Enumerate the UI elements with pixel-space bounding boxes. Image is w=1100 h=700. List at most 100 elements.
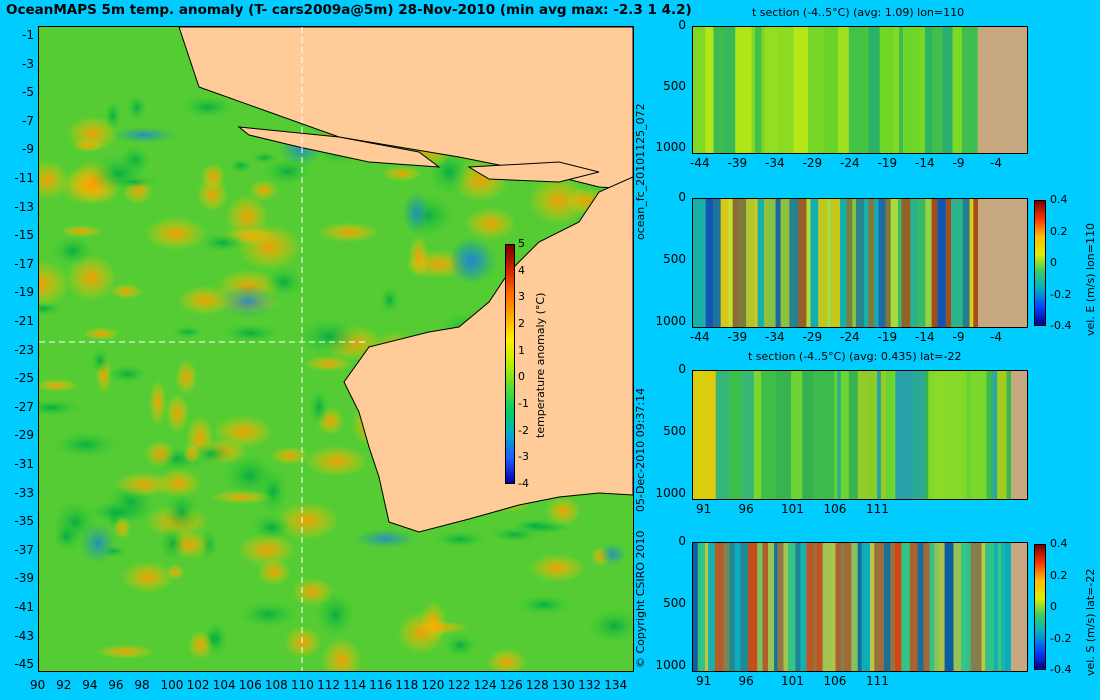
anomaly-eddy	[237, 600, 299, 628]
anomaly-eddy	[66, 254, 117, 302]
section-stripe	[753, 371, 762, 499]
anomaly-eddy	[39, 260, 70, 308]
section-stripe	[693, 371, 706, 499]
section-stripe	[774, 543, 778, 671]
temperature-colorbar-tick: -1	[518, 397, 529, 410]
section-stripe	[991, 371, 998, 499]
longitude-tick: 132	[578, 678, 601, 692]
anomaly-eddy	[159, 524, 186, 563]
longitude-tick: 94	[82, 678, 98, 692]
anomaly-eddy	[180, 95, 235, 119]
section-stripe	[693, 543, 698, 671]
section-stripe	[755, 27, 762, 153]
panel-y-tick: 1000	[655, 658, 686, 672]
latitude-tick: -9	[22, 142, 34, 157]
section-stripe	[942, 27, 953, 153]
section-stripe	[994, 543, 998, 671]
longitude-tick: 108	[264, 678, 288, 692]
section-stripe	[861, 543, 870, 671]
latitude-tick: -19	[14, 285, 34, 300]
section-stripe	[824, 27, 838, 153]
section-stripe	[1004, 543, 1011, 671]
section-stripe	[741, 371, 754, 499]
anomaly-eddy	[516, 594, 573, 615]
section-stripe	[869, 371, 878, 499]
anomaly-eddy	[149, 379, 167, 426]
latitude-tick: -21	[14, 314, 34, 328]
run-id-label: ocean_fc_20101125_072	[634, 103, 647, 240]
section-stripe	[855, 199, 865, 327]
anomaly-eddy	[60, 225, 103, 238]
section-stripe	[997, 371, 1007, 499]
latitude-tick: -11	[14, 171, 34, 185]
section-stripe	[732, 199, 739, 327]
section-stripe	[819, 371, 835, 499]
longitude-tick: 96	[108, 678, 124, 692]
section-stripe	[998, 543, 1002, 671]
longitude-tick: 118	[395, 678, 419, 692]
temperature-anomaly-map	[38, 26, 634, 672]
section-stripe	[846, 199, 853, 327]
anomaly-eddy	[108, 175, 160, 188]
section-stripe	[848, 27, 865, 153]
copyright-label: © Copyright CSIRO 2010	[634, 530, 647, 668]
section-stripe	[955, 199, 963, 327]
longitude-tick: 128	[525, 678, 549, 692]
panel-y-tick: 0	[678, 18, 686, 32]
section-stripe	[767, 199, 776, 327]
longitude-tick: 126	[499, 678, 523, 692]
section-stripe	[754, 199, 758, 327]
anomaly-eddy	[105, 364, 149, 384]
anomaly-eddy	[238, 533, 296, 567]
section-panel-1	[692, 26, 1028, 154]
panel-x-tick: 111	[866, 674, 889, 688]
panel-x-tick: 111	[866, 502, 889, 516]
section-stripe	[952, 27, 962, 153]
section-stripe	[874, 543, 881, 671]
panel-x-tick: -4	[990, 330, 1002, 344]
anomaly-eddy	[199, 233, 246, 253]
anomaly-eddy	[144, 216, 207, 251]
anomaly-eddy	[402, 190, 431, 235]
section-stripe	[740, 543, 749, 671]
longitude-tick: 120	[421, 678, 445, 692]
velocity-colorbar-tick: 0.4	[1050, 537, 1068, 550]
panel-x-tick: 106	[823, 502, 847, 516]
section-stripe	[802, 371, 814, 499]
anomaly-eddy	[121, 561, 175, 593]
latitude-tick: -17	[14, 256, 34, 271]
panel-y-tick: 0	[678, 190, 686, 204]
section-stripe	[808, 27, 825, 153]
section-stripe	[713, 199, 721, 327]
section-stripe	[806, 199, 811, 327]
anomaly-eddy	[89, 153, 148, 195]
section-stripe	[778, 27, 794, 153]
temperature-colorbar-tick: 4	[518, 263, 525, 277]
section-stripe	[775, 199, 781, 327]
latitude-tick: -1	[22, 28, 34, 42]
anomaly-eddy	[586, 608, 633, 644]
panel-x-tick: -29	[802, 156, 823, 170]
section-stripe	[929, 543, 935, 671]
anomaly-eddy	[39, 160, 69, 200]
longitude-tick: 106	[238, 678, 262, 692]
panel-x-tick: 96	[738, 502, 754, 516]
panel-x-tick: -9	[952, 330, 965, 344]
anomaly-eddy	[52, 520, 81, 553]
section-stripe	[931, 27, 943, 153]
latitude-tick: -15	[14, 228, 34, 243]
velocity-colorbar-tick: 0.2	[1050, 224, 1068, 238]
anomaly-eddy	[220, 323, 282, 343]
section-stripe	[966, 371, 971, 499]
anomaly-eddy	[52, 431, 119, 459]
panel-1-title: t section (-4..5°C) (avg: 1.09) lon=110	[752, 6, 965, 19]
section-stripe	[966, 543, 971, 671]
section-stripe	[837, 371, 841, 499]
section-stripe	[962, 199, 970, 327]
section-stripe	[724, 27, 736, 153]
anomaly-eddy	[39, 379, 79, 392]
anomaly-eddy	[249, 179, 279, 201]
section-stripe	[822, 543, 832, 671]
latitude-tick: -5	[22, 85, 34, 100]
section-stripe	[813, 371, 819, 499]
